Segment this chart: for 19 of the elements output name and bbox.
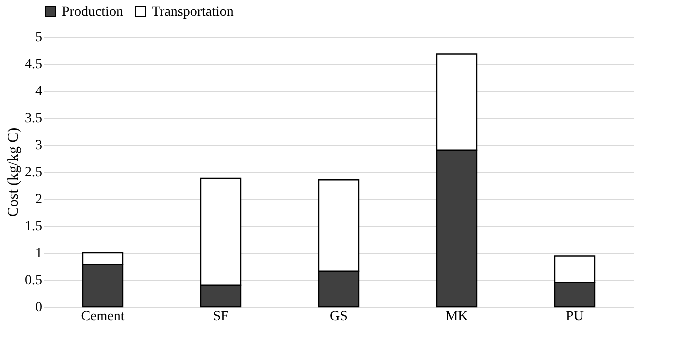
y-tick-label: 3.5 [25, 112, 42, 126]
y-tick-label: 0 [36, 300, 42, 316]
legend-label: Production [62, 5, 124, 20]
x-tick-label: PU [566, 310, 584, 324]
x-tick-label: MK [446, 310, 468, 324]
x-tick-label: SF [213, 310, 229, 324]
y-tick-label: 1 [36, 246, 42, 262]
y-tick-label: 4.5 [25, 58, 42, 72]
y-tick-label: 2 [36, 192, 42, 208]
y-tick-label: 2.5 [25, 166, 42, 180]
x-tick-label: GS [330, 310, 348, 324]
x-tick-label: Cement [81, 310, 125, 324]
y-tick-label: 3 [36, 138, 42, 154]
y-tick-label: 0.5 [25, 274, 42, 288]
y-tick-label: 1.5 [25, 220, 42, 234]
y-axis-title: Cost (kg/kg C) [6, 128, 22, 218]
legend-label: Transportation [152, 5, 234, 20]
y-tick-label: 4 [36, 84, 42, 100]
y-tick-label: 5 [36, 30, 42, 46]
